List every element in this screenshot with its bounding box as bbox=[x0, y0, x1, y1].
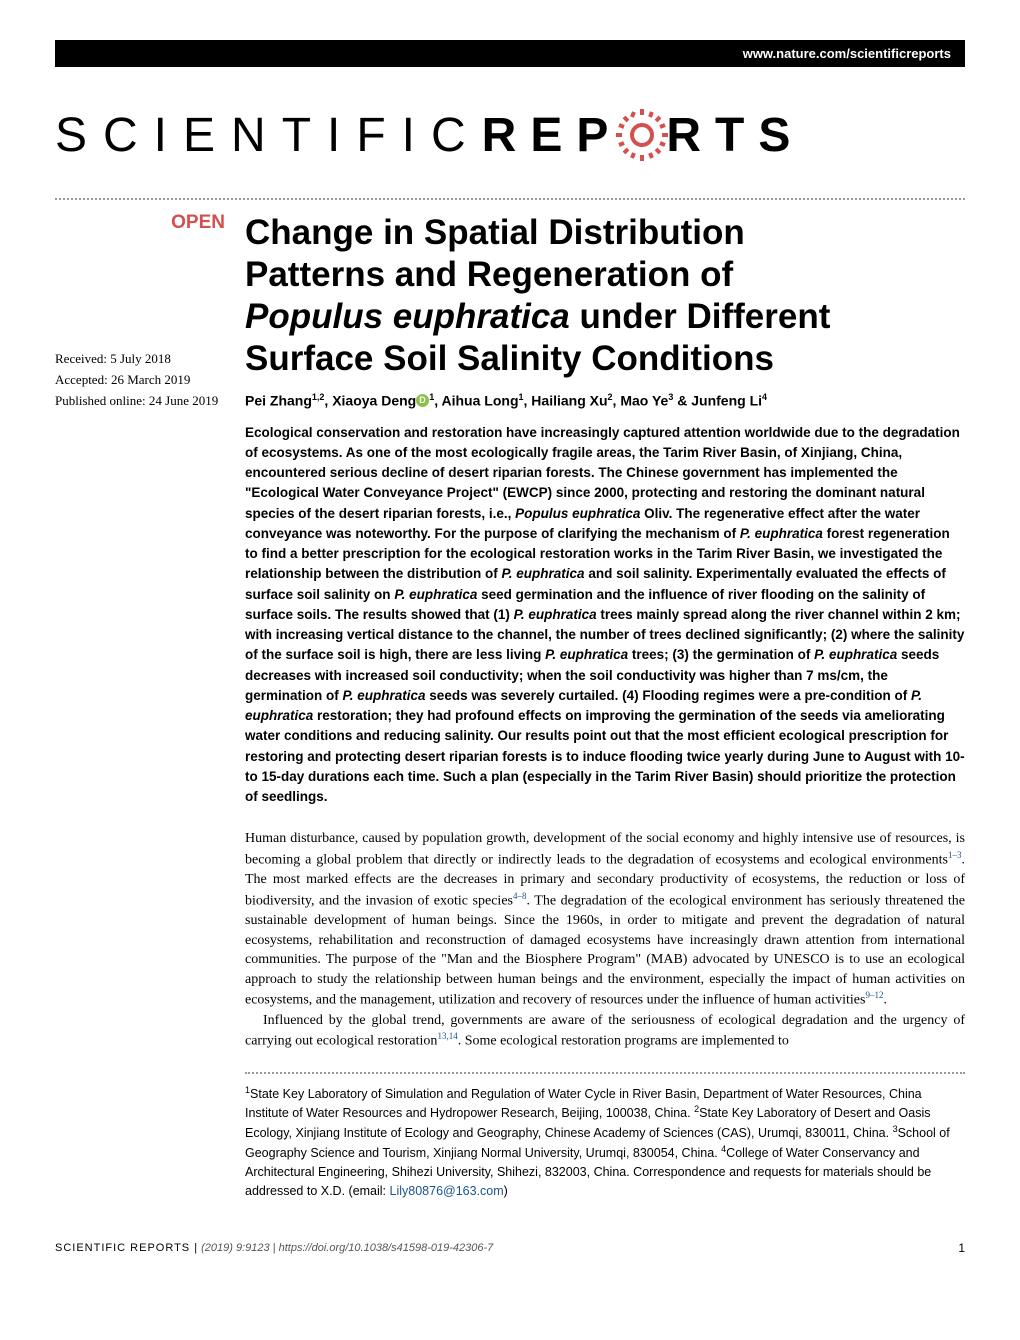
dotted-divider-affiliations bbox=[245, 1072, 965, 1074]
header-bar: www.nature.com/scientificreports bbox=[55, 40, 965, 67]
body-para1: Human disturbance, caused by population … bbox=[245, 829, 965, 1010]
dotted-divider-top bbox=[55, 198, 965, 200]
title-line1: Change in Spatial Distribution bbox=[245, 213, 745, 252]
date-received: Received: 5 July 2018 bbox=[55, 349, 225, 370]
body-text: Human disturbance, caused by population … bbox=[245, 829, 965, 1051]
date-published: Published online: 24 June 2019 bbox=[55, 391, 225, 412]
article-dates: Received: 5 July 2018 Accepted: 26 March… bbox=[55, 349, 225, 411]
title-line2: Patterns and Regeneration of bbox=[245, 255, 733, 294]
title-line3-after: under Different bbox=[570, 297, 831, 336]
date-accepted: Accepted: 26 March 2019 bbox=[55, 370, 225, 391]
journal-name-part1: SCIENTIFIC bbox=[55, 108, 482, 163]
journal-name-rep: REP bbox=[482, 108, 623, 163]
affiliations: 1State Key Laboratory of Simulation and … bbox=[245, 1084, 965, 1201]
page-footer: SCIENTIFIC REPORTS | (2019) 9:9123 | htt… bbox=[55, 1241, 965, 1255]
footer-journal: SCIENTIFIC REPORTS | bbox=[55, 1242, 198, 1254]
left-column: OPEN Received: 5 July 2018 Accepted: 26 … bbox=[55, 212, 225, 1201]
article-title: Change in Spatial Distribution Patterns … bbox=[245, 212, 965, 380]
gear-icon bbox=[614, 107, 670, 163]
authors-line: Pei Zhang1,2, Xiaoya Deng1, Aihua Long1,… bbox=[245, 392, 965, 409]
content-area: OPEN Received: 5 July 2018 Accepted: 26 … bbox=[55, 212, 965, 1201]
title-species: Populus euphratica bbox=[245, 297, 570, 336]
footer-left: SCIENTIFIC REPORTS | (2019) 9:9123 | htt… bbox=[55, 1242, 493, 1254]
page-number: 1 bbox=[958, 1241, 965, 1255]
page-container: www.nature.com/scientificreports SCIENTI… bbox=[0, 0, 1020, 1340]
title-line4: Surface Soil Salinity Conditions bbox=[245, 339, 774, 378]
abstract: Ecological conservation and restoration … bbox=[245, 423, 965, 808]
header-url[interactable]: www.nature.com/scientificreports bbox=[743, 46, 951, 61]
journal-name-rts: RTS bbox=[666, 108, 804, 163]
body-para2: Influenced by the global trend, governme… bbox=[245, 1011, 965, 1052]
footer-citation: (2019) 9:9123 | https://doi.org/10.1038/… bbox=[201, 1242, 493, 1254]
right-column: Change in Spatial Distribution Patterns … bbox=[245, 212, 965, 1201]
open-badge: OPEN bbox=[55, 212, 225, 234]
journal-logo: SCIENTIFIC REP RTS bbox=[55, 107, 965, 163]
